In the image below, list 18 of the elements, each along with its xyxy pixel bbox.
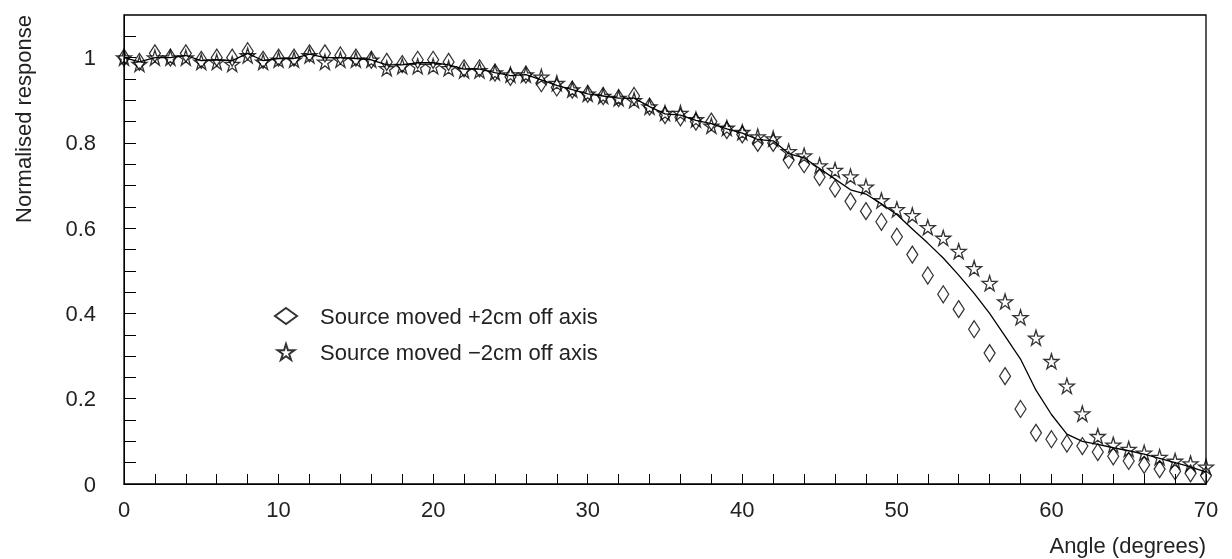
x-tick-label: 40 (730, 496, 755, 522)
y-tick-label: 0 (83, 471, 96, 497)
y-tick-label: 0.4 (65, 300, 96, 326)
x-tick-label: 60 (1039, 496, 1064, 522)
x-axis-title: Angle (degrees) (1049, 532, 1206, 558)
y-tick-label: 0.8 (65, 130, 96, 156)
y-tick-label: 0.6 (65, 215, 96, 241)
x-tick-label: 0 (117, 496, 131, 522)
x-tick-label: 70 (1193, 496, 1219, 522)
legend-label: Source moved +2cm off axis (320, 303, 598, 329)
y-axis-title: Normalised response (10, 15, 36, 223)
x-tick-label: 10 (266, 496, 291, 522)
y-tick-label: 1 (83, 45, 96, 71)
x-tick-label: 20 (420, 496, 446, 522)
x-tick-label: 30 (575, 496, 600, 522)
x-tick-label: 50 (884, 496, 910, 522)
legend-label: Source moved −2cm off axis (320, 339, 598, 365)
y-tick-label: 0.2 (65, 386, 96, 412)
